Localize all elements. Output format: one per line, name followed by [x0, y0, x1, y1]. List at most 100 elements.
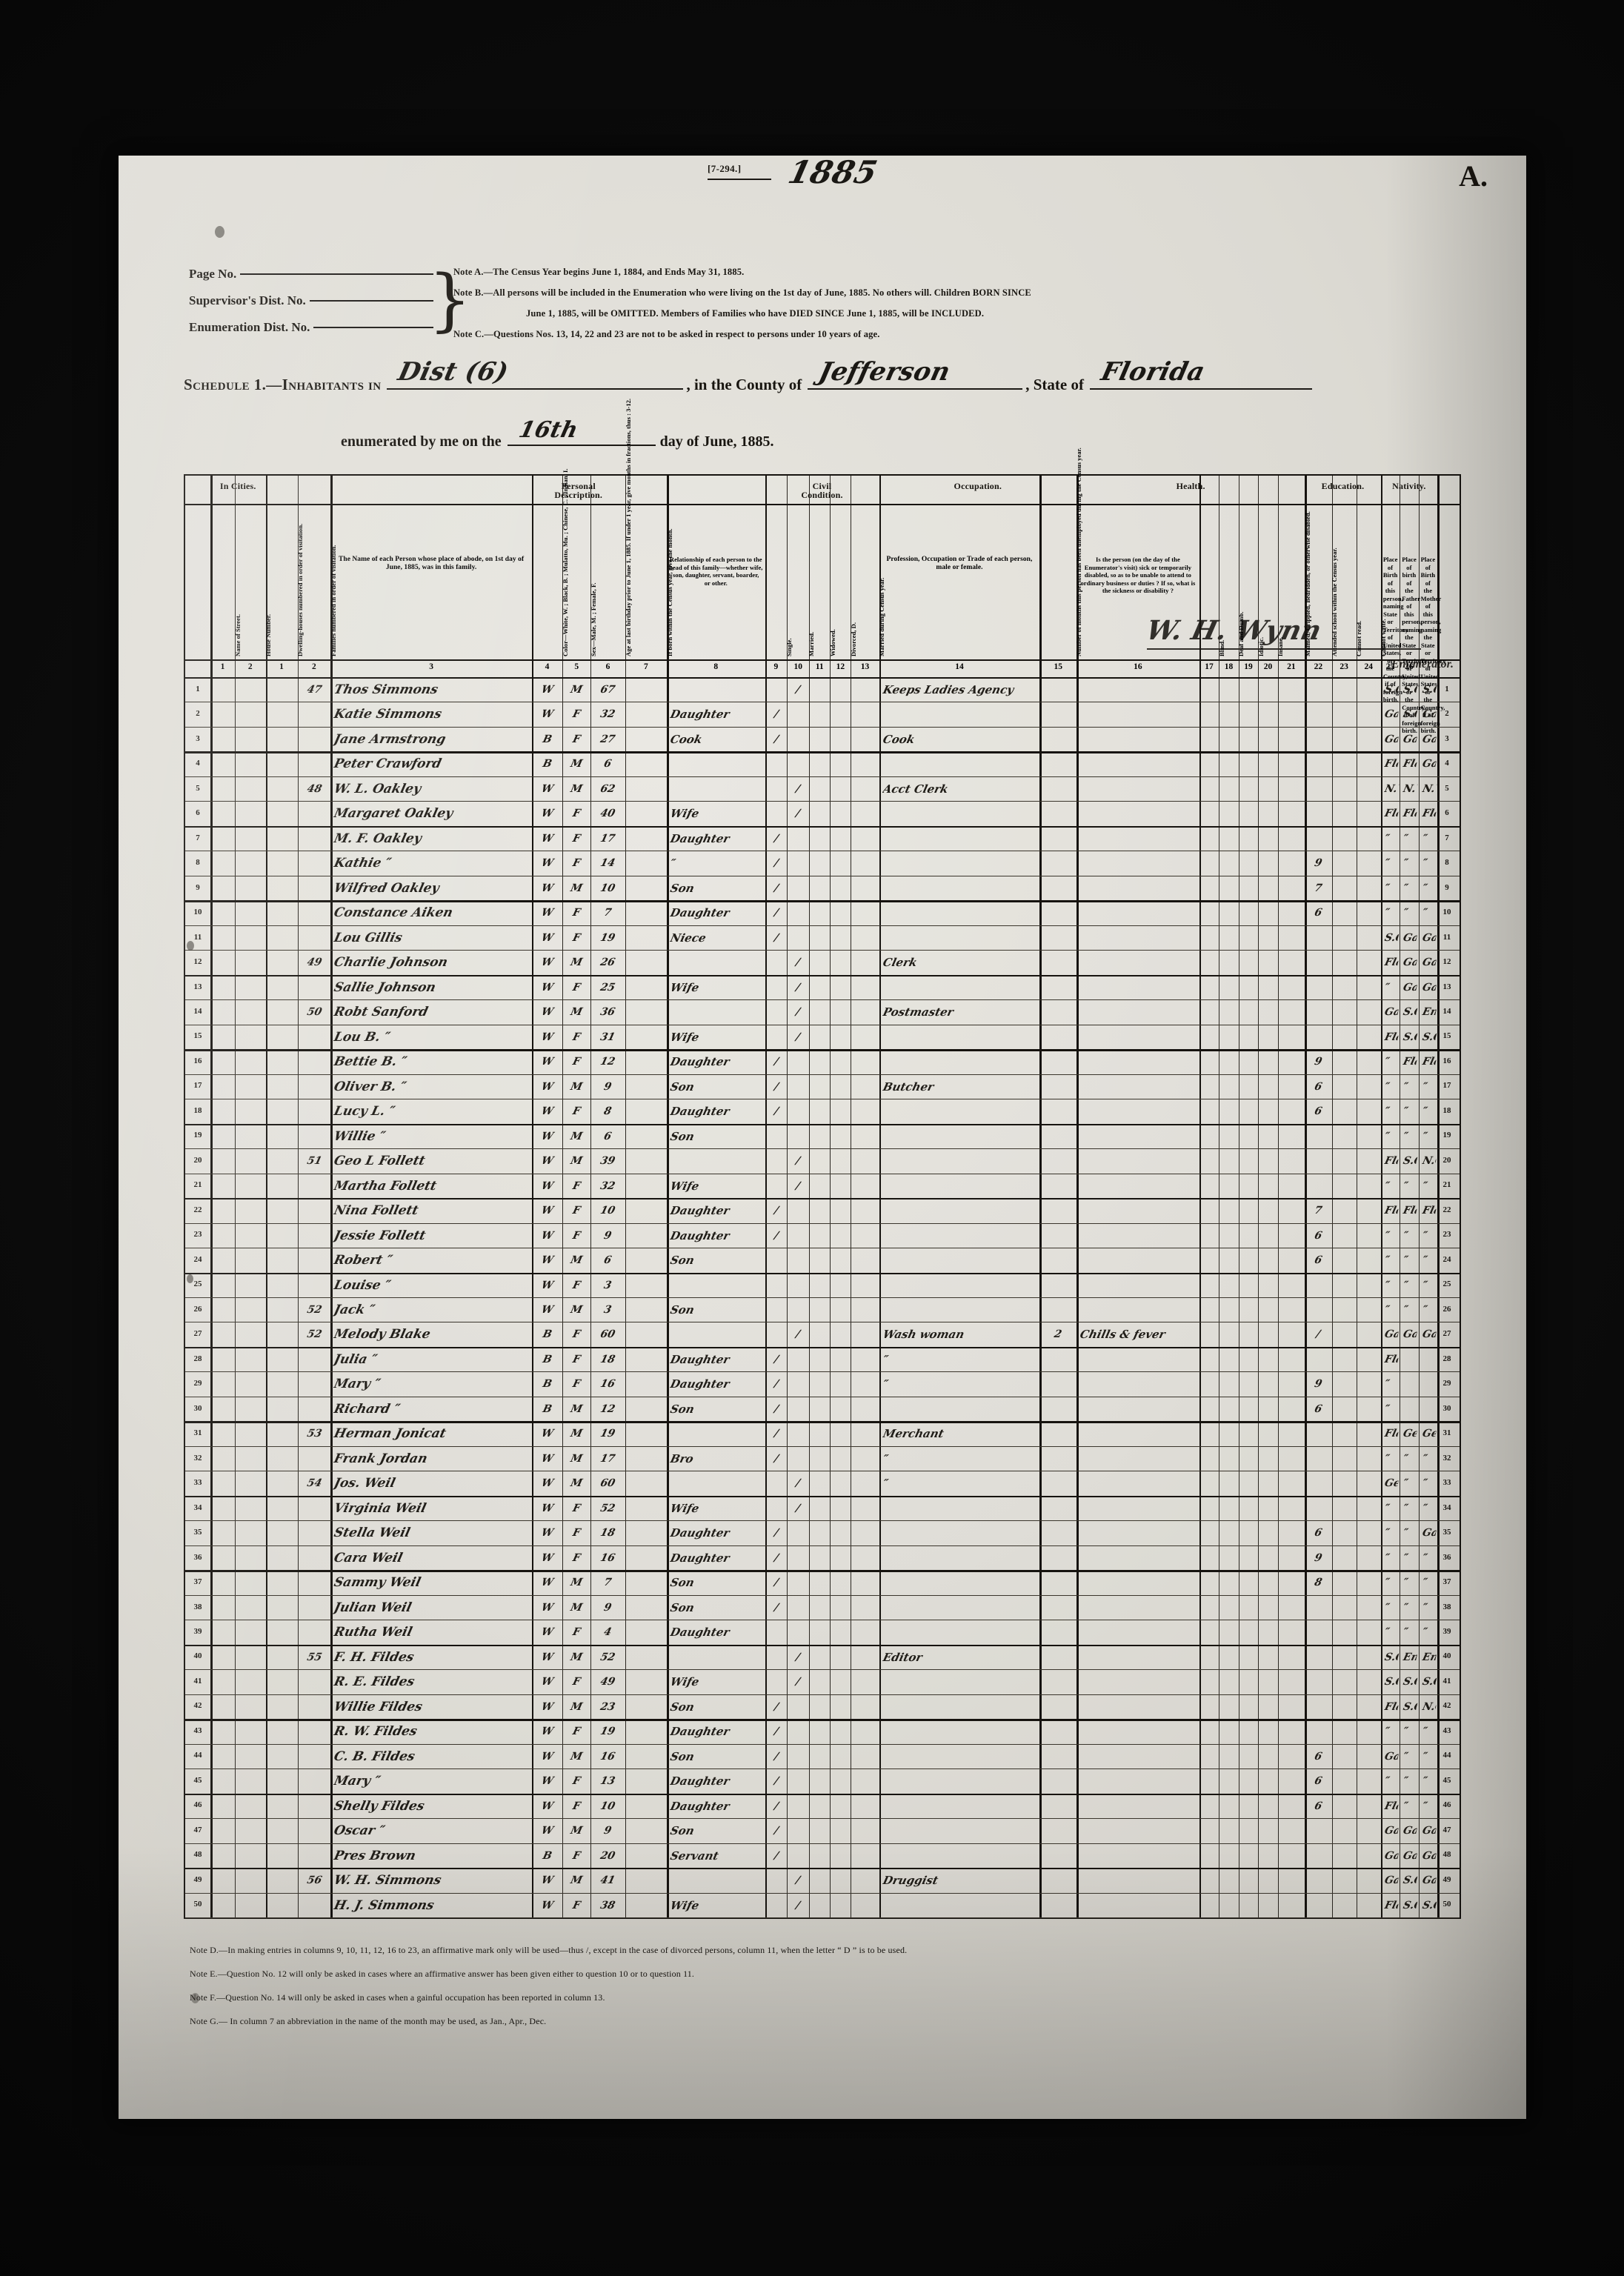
cell-occupation[interactable]: Butcher — [881, 1079, 935, 1094]
cell-mother[interactable]: ″ — [1420, 1080, 1428, 1093]
cell-rel[interactable]: Wife — [669, 1179, 701, 1193]
cell-rel[interactable]: Daughter — [669, 1377, 731, 1391]
cell-birth[interactable]: ″ — [1383, 1378, 1391, 1391]
cell-age[interactable]: 17 — [599, 832, 617, 845]
cell-single[interactable]: / — [773, 857, 779, 870]
cell-father[interactable]: S.C. — [1402, 1155, 1420, 1168]
cell-birth[interactable]: ″ — [1383, 857, 1391, 870]
cell-single[interactable]: / — [773, 931, 779, 944]
cell-married[interactable]: / — [794, 684, 802, 696]
cell-father[interactable]: England — [1402, 1651, 1420, 1663]
cell-birth[interactable]: ″ — [1383, 1626, 1391, 1639]
cell-age[interactable]: 27 — [599, 733, 617, 745]
cell-age[interactable]: 18 — [599, 1527, 617, 1540]
cell-birth[interactable]: ″ — [1383, 1254, 1391, 1267]
cell-birth[interactable]: ″ — [1383, 1502, 1391, 1514]
cell-occupation[interactable]: Druggist — [881, 1874, 939, 1888]
cell-father[interactable]: ″ — [1402, 1726, 1410, 1738]
cell-mother[interactable]: ″ — [1420, 1254, 1428, 1267]
cell-father[interactable]: Fla — [1402, 808, 1420, 820]
cell-father[interactable]: ″ — [1402, 907, 1410, 919]
cell-mother[interactable]: ″ — [1420, 1726, 1428, 1738]
cell-mother[interactable]: Ga. — [1420, 758, 1439, 771]
cell-single[interactable]: / — [773, 1800, 779, 1812]
cell-mother[interactable]: ″ — [1420, 1304, 1428, 1316]
cell-age[interactable]: 6 — [602, 1254, 613, 1267]
cell-family[interactable]: 56 — [305, 1874, 323, 1887]
cell-name[interactable]: Lucy L. ″ — [333, 1104, 397, 1119]
cell-name[interactable]: R. E. Fildes — [333, 1674, 416, 1690]
cell-father[interactable]: ″ — [1402, 1626, 1410, 1639]
cell-age[interactable]: 52 — [599, 1651, 617, 1663]
cell-married[interactable]: / — [794, 1874, 802, 1887]
cell-name[interactable]: Constance Aiken — [333, 905, 455, 921]
cell-mother[interactable]: ″ — [1420, 1229, 1428, 1242]
cell-age[interactable]: 9 — [602, 1080, 613, 1093]
cell-age[interactable]: 9 — [602, 1601, 613, 1614]
cell-married[interactable]: / — [794, 1179, 802, 1192]
cell-school[interactable]: 6 — [1313, 1105, 1324, 1118]
cell-name[interactable]: W. H. Simmons — [333, 1873, 443, 1889]
cell-rel[interactable]: Son — [669, 1079, 696, 1094]
cell-mother[interactable]: ″ — [1420, 1452, 1428, 1465]
cell-name[interactable]: Rutha Weil — [333, 1625, 414, 1640]
cell-name[interactable]: Mary ″ — [333, 1774, 382, 1789]
cell-mother[interactable]: England — [1420, 1651, 1439, 1663]
cell-single[interactable]: / — [773, 1726, 779, 1738]
cell-name[interactable]: W. L. Oakley — [333, 781, 423, 796]
cell-father[interactable]: S.C. — [1402, 1676, 1420, 1688]
cell-birth[interactable]: ″ — [1383, 1551, 1391, 1564]
cell-father[interactable]: ″ — [1402, 1800, 1410, 1812]
cell-age[interactable]: 3 — [602, 1304, 613, 1316]
cell-mother[interactable]: ″ — [1420, 1477, 1428, 1490]
cell-name[interactable]: F. H. Fildes — [333, 1649, 416, 1665]
cell-name[interactable]: Jessie Follett — [333, 1228, 427, 1243]
cell-father[interactable]: ″ — [1402, 832, 1410, 845]
cell-single[interactable]: / — [773, 1452, 779, 1465]
cell-age[interactable]: 9 — [602, 1229, 613, 1242]
cell-father[interactable]: ″ — [1402, 1279, 1410, 1291]
cell-rel[interactable]: Son — [669, 1303, 696, 1317]
cell-mother[interactable]: ″ — [1420, 1626, 1428, 1639]
cell-single[interactable]: / — [773, 907, 779, 919]
cell-father[interactable]: ″ — [1402, 1452, 1410, 1465]
cell-rel[interactable]: Daughter — [669, 1551, 731, 1565]
cell-rel[interactable]: Son — [669, 1824, 696, 1838]
cell-age[interactable]: 25 — [599, 981, 617, 994]
cell-father[interactable]: ″ — [1402, 1750, 1410, 1763]
cell-school[interactable]: 9 — [1313, 1551, 1324, 1564]
cell-occupation[interactable]: Cook — [881, 732, 916, 746]
cell-family[interactable]: 49 — [305, 956, 323, 969]
cell-name[interactable]: Kathie ″ — [333, 856, 393, 871]
cell-school[interactable]: 7 — [1313, 1205, 1324, 1217]
cell-age[interactable]: 16 — [599, 1551, 617, 1564]
cell-birth[interactable]: ″ — [1383, 1775, 1391, 1788]
cell-mother[interactable]: Germany — [1420, 1428, 1439, 1440]
cell-birth[interactable]: ″ — [1383, 1179, 1391, 1192]
cell-mother[interactable]: Ga. — [1420, 981, 1439, 994]
cell-father[interactable]: Ga. — [1402, 981, 1420, 994]
cell-father[interactable]: ″ — [1402, 1477, 1410, 1490]
cell-single[interactable]: / — [773, 832, 779, 845]
cell-single[interactable]: / — [773, 1080, 779, 1093]
cell-rel[interactable]: Daughter — [669, 1774, 731, 1788]
cell-rel[interactable]: Daughter — [669, 1055, 731, 1069]
cell-name[interactable]: Frank Jordan — [333, 1451, 430, 1466]
cell-father[interactable]: ″ — [1402, 1254, 1410, 1267]
cell-name[interactable]: Melody Blake — [333, 1327, 433, 1342]
cell-single[interactable]: / — [773, 733, 779, 745]
cell-father[interactable]: ″ — [1402, 1229, 1410, 1242]
state-field[interactable]: Florida — [1089, 357, 1312, 390]
cell-school[interactable]: 6 — [1313, 1775, 1324, 1788]
cell-name[interactable]: Jane Armstrong — [333, 731, 447, 747]
cell-mother[interactable]: Ga. — [1420, 1328, 1439, 1341]
cell-birth[interactable]: Fla — [1383, 1353, 1401, 1365]
cell-married[interactable]: / — [794, 782, 802, 795]
cell-age[interactable]: 32 — [599, 708, 617, 721]
cell-single[interactable]: / — [773, 708, 779, 721]
cell-father[interactable]: ″ — [1402, 1105, 1410, 1118]
cell-name[interactable]: Sallie Johnson — [333, 979, 438, 995]
cell-rel[interactable]: Daughter — [669, 1105, 731, 1119]
cell-rel[interactable]: Niece — [669, 931, 708, 945]
cell-age[interactable]: 10 — [599, 1205, 617, 1217]
